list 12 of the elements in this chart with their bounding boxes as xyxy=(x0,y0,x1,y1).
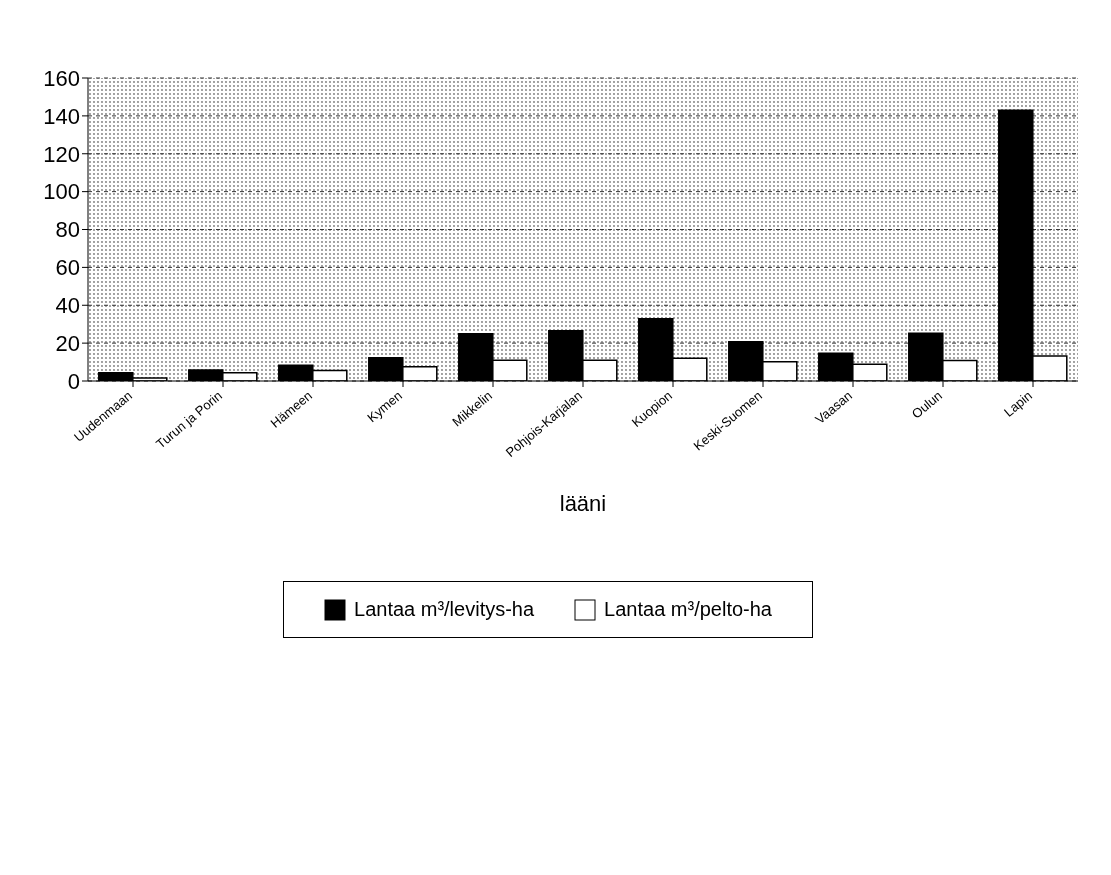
legend-label: Lantaa m³/pelto-ha xyxy=(603,598,772,621)
y-tick-label: 160 xyxy=(43,65,80,91)
x-axis-title: lääni xyxy=(559,491,607,516)
y-tick-label: 60 xyxy=(55,255,80,281)
y-tick-label: 20 xyxy=(55,330,80,356)
y-tick-label: 120 xyxy=(43,141,80,167)
y-tick-label: 0 xyxy=(67,368,80,394)
y-tick-label: 140 xyxy=(43,103,80,129)
y-tick-label: 80 xyxy=(55,217,80,243)
y-tick-label: 40 xyxy=(55,293,80,319)
y-tick-label: 100 xyxy=(43,179,80,205)
legend-label: Lantaa m³/levitys-ha xyxy=(353,598,535,621)
